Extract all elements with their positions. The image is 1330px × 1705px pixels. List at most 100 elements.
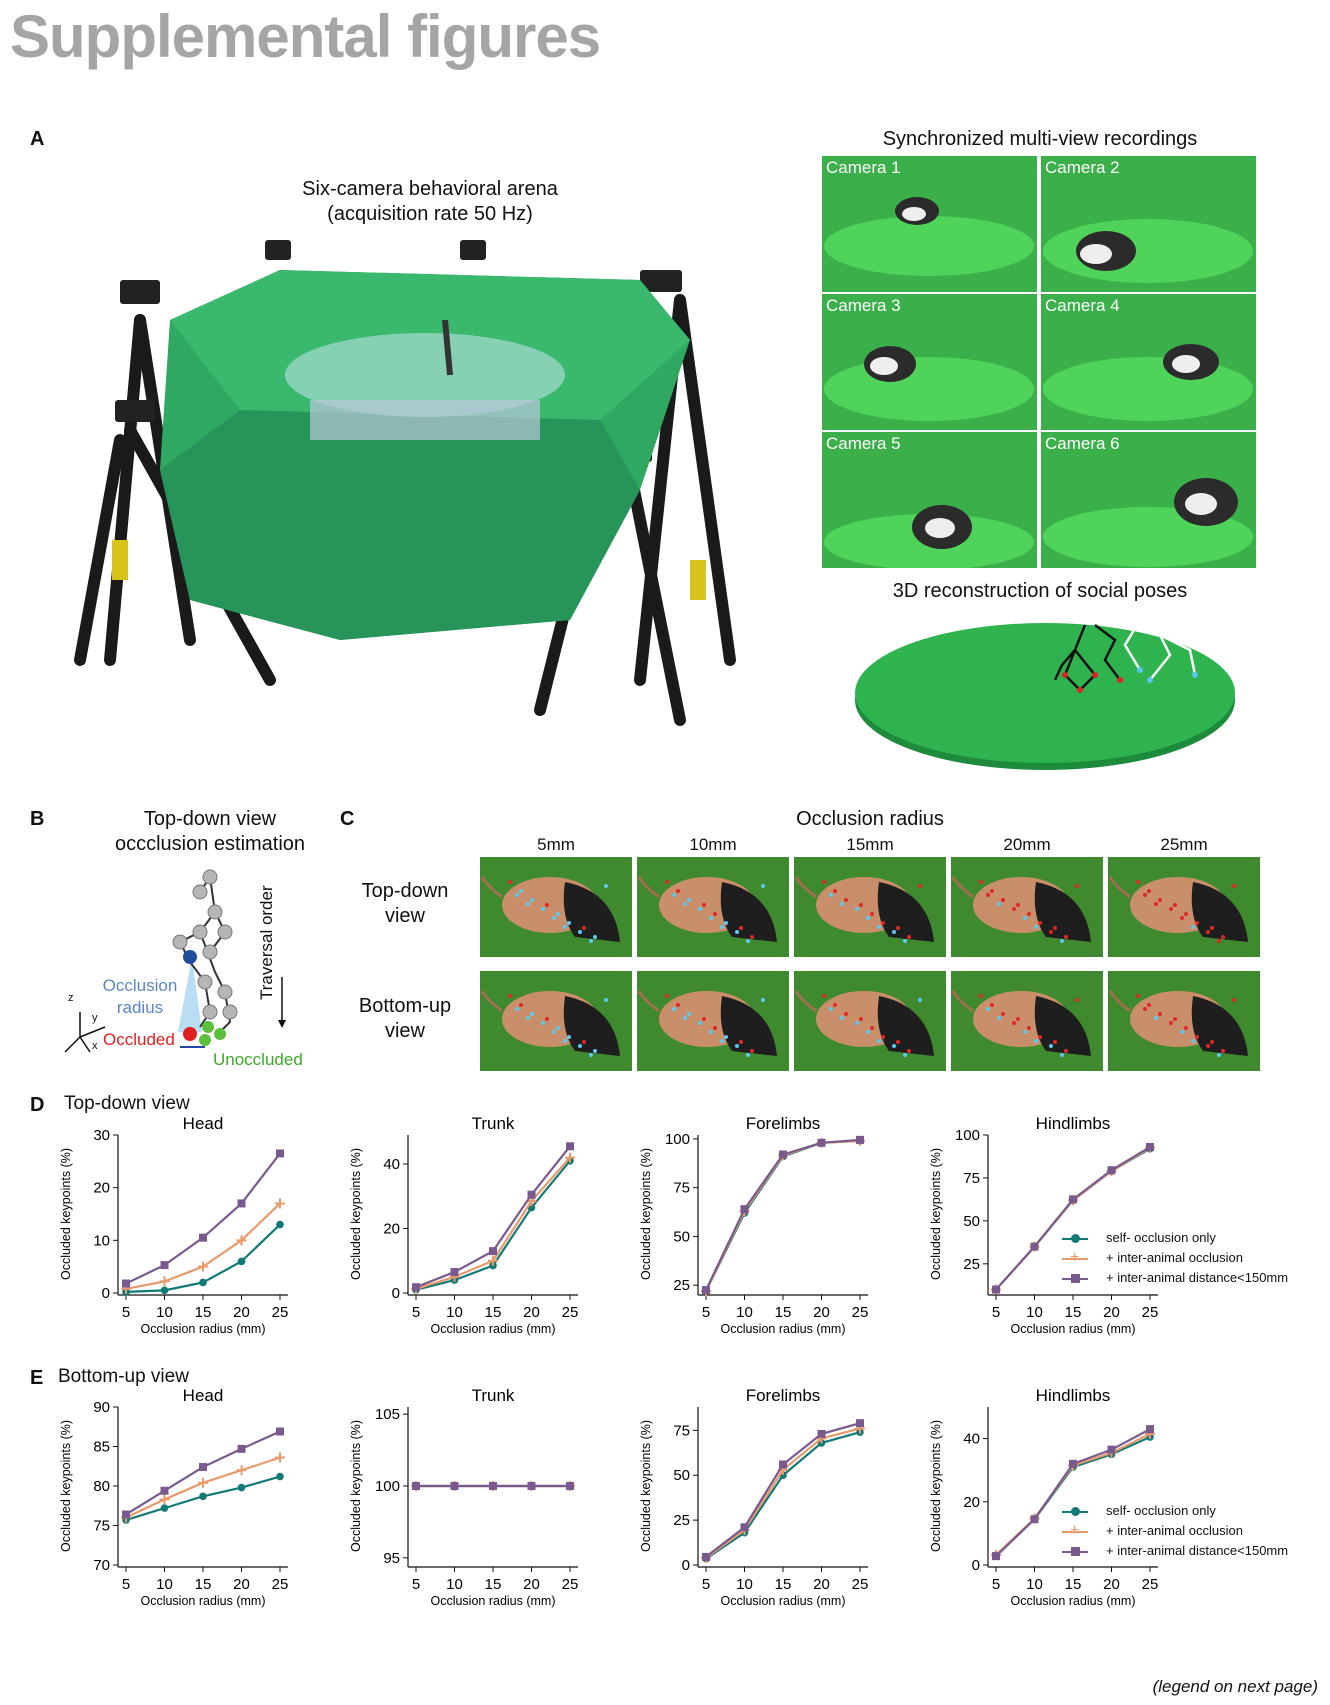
- data-point: [779, 1460, 787, 1469]
- legend-dist-label: + inter-animal distance<150mm: [1106, 1543, 1289, 1558]
- col-25mm: 25mm: [1160, 835, 1208, 854]
- data-point: [198, 1261, 208, 1272]
- y-tick-label: 105: [375, 1406, 400, 1423]
- x-axis-label: Occlusion radius (mm): [720, 1322, 845, 1336]
- x-tick-label: 20: [523, 1576, 540, 1593]
- data-point: [1146, 1425, 1154, 1434]
- x-tick-label: 25: [1142, 1304, 1159, 1321]
- x-axis-label: Occlusion radius (mm): [1010, 1322, 1135, 1336]
- row-topdown-line1: Top-down: [361, 880, 449, 902]
- unoccluded-label: Unoccluded: [213, 1050, 303, 1069]
- data-point: [779, 1150, 787, 1159]
- chart-title: Forelimbs: [746, 1386, 821, 1405]
- x-tick-label: 5: [412, 1304, 420, 1321]
- legend-dist-label: + inter-animal distance<150mm: [1106, 1270, 1289, 1285]
- camera-6-view: Camera 6: [1041, 432, 1256, 568]
- panel-d-title: Top-down view: [64, 1093, 190, 1114]
- x-axis-label: Occlusion radius (mm): [430, 1594, 555, 1608]
- x-tick-label: 10: [446, 1304, 463, 1321]
- x-tick-label: 5: [702, 1304, 710, 1321]
- chart-e-trunk: Trunk 95 100 105 5 10 15 20 25 Occlusion radius (…: [349, 1386, 578, 1608]
- y-axis-label: Occluded keypoints (%): [929, 1420, 943, 1552]
- arena-title-line1: Six-camera behavioral arena: [302, 178, 558, 200]
- series-line: [415, 1160, 571, 1291]
- data-point: [276, 1220, 284, 1229]
- series-line: [125, 1430, 281, 1516]
- chart-title: Hindlimbs: [1036, 1114, 1111, 1133]
- y-axis-label: Occluded keypoints (%): [349, 1420, 363, 1552]
- panel-e-title: Bottom-up view: [58, 1366, 189, 1387]
- data-point: [412, 1283, 420, 1292]
- camera-4-label: Camera 4: [1045, 296, 1120, 315]
- data-point: [702, 1552, 710, 1561]
- panel-c-letter: C: [340, 808, 355, 830]
- x-tick-label: 20: [813, 1304, 830, 1321]
- series-line: [705, 1139, 861, 1292]
- data-point: [566, 1482, 574, 1490]
- x-tick-label: 20: [813, 1576, 830, 1593]
- y-tick-label: 75: [673, 1180, 690, 1197]
- y-tick-label: 100: [955, 1127, 980, 1144]
- legend-dist-marker: [1071, 1274, 1080, 1283]
- y-tick-label: 50: [673, 1467, 690, 1484]
- data-point: [817, 1429, 826, 1438]
- y-tick-label: 75: [93, 1518, 110, 1535]
- y-tick-label: 10: [93, 1232, 110, 1249]
- legend-inter-label: + inter-animal occlusion: [1106, 1250, 1243, 1265]
- y-tick-label: 0: [102, 1285, 110, 1302]
- y-tick-label: 95: [383, 1550, 400, 1567]
- panel-c-title: Occlusion radius: [796, 808, 944, 830]
- series-line: [995, 1146, 1151, 1291]
- y-axis-label: Occluded keypoints (%): [639, 1420, 653, 1552]
- x-tick-label: 10: [736, 1304, 753, 1321]
- x-tick-label: 20: [1103, 1304, 1120, 1321]
- data-point: [566, 1142, 574, 1151]
- rat-occlusion-tile: [637, 971, 789, 1071]
- camera-1-label: Camera 1: [826, 158, 901, 177]
- data-point: [160, 1286, 169, 1295]
- data-point: [740, 1523, 749, 1532]
- x-tick-label: 10: [1026, 1576, 1043, 1593]
- occlusion-radius-line2: radius: [116, 998, 164, 1017]
- data-point: [1146, 1143, 1154, 1152]
- recordings-title: Synchronized multi-view recordings: [882, 128, 1198, 150]
- x-tick-label: 5: [992, 1576, 1000, 1593]
- data-point: [702, 1286, 710, 1295]
- arena-photo: [74, 240, 736, 726]
- data-point: [276, 1149, 284, 1158]
- axis-y-label: y: [92, 1012, 98, 1024]
- camera-2-label: Camera 2: [1045, 158, 1120, 177]
- data-point: [1069, 1459, 1077, 1468]
- rat-occlusion-tile: [794, 971, 946, 1071]
- data-point: [198, 1477, 208, 1488]
- rat-occlusion-tile: [951, 971, 1103, 1071]
- y-tick-label: 40: [963, 1431, 980, 1448]
- y-tick-label: 30: [93, 1127, 110, 1144]
- camera-4-view: Camera 4: [1041, 294, 1256, 430]
- x-tick-label: 25: [272, 1304, 289, 1321]
- camera-1-view: Camera 1: [822, 156, 1037, 292]
- panel-a-letter: A: [30, 128, 45, 150]
- y-tick-label: 0: [682, 1557, 690, 1574]
- data-point: [856, 1135, 864, 1144]
- series-line: [705, 1422, 861, 1558]
- x-tick-label: 15: [1065, 1576, 1082, 1593]
- x-tick-label: 15: [775, 1304, 792, 1321]
- legend-inter-marker: +: [1070, 1522, 1080, 1539]
- data-point: [159, 1494, 170, 1505]
- y-tick-label: 25: [673, 1277, 690, 1294]
- data-point: [199, 1463, 207, 1472]
- data-point: [817, 1138, 826, 1147]
- data-point: [199, 1492, 207, 1501]
- y-tick-label: 50: [673, 1228, 690, 1245]
- y-axis-label: Occluded keypoints (%): [59, 1148, 73, 1280]
- rat-occlusion-tile: [951, 857, 1103, 957]
- x-tick-label: 5: [702, 1576, 710, 1593]
- x-tick-label: 10: [156, 1576, 173, 1593]
- x-tick-label: 25: [272, 1576, 289, 1593]
- y-tick-label: 20: [963, 1494, 980, 1511]
- data-point: [236, 1235, 247, 1246]
- data-point: [1030, 1242, 1039, 1251]
- camera-2-view: Camera 2: [1041, 156, 1256, 292]
- legend-self-label: self- occlusion only: [1106, 1230, 1216, 1245]
